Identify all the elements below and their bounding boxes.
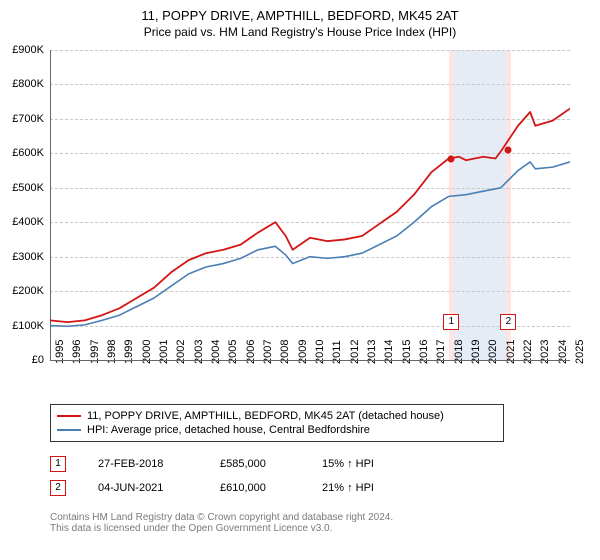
y-tick-label: £500K <box>4 182 44 194</box>
legend: 11, POPPY DRIVE, AMPTHILL, BEDFORD, MK45… <box>50 404 504 442</box>
event-pct: 21% ↑ HPI <box>322 482 402 494</box>
y-tick-label: £700K <box>4 113 44 125</box>
x-tick-label: 2025 <box>574 340 586 364</box>
series-line-0 <box>50 109 570 323</box>
line-chart-svg <box>50 50 570 360</box>
event-row: 2 04-JUN-2021 £610,000 21% ↑ HPI <box>50 476 402 500</box>
y-tick-label: £600K <box>4 147 44 159</box>
event-price: £585,000 <box>220 458 290 470</box>
y-tick-label: £400K <box>4 216 44 228</box>
legend-swatch <box>57 429 81 431</box>
event-date: 27-FEB-2018 <box>98 458 188 470</box>
event-date: 04-JUN-2021 <box>98 482 188 494</box>
x-axis <box>50 360 570 361</box>
footer-line-2: This data is licensed under the Open Gov… <box>50 523 393 534</box>
legend-label: HPI: Average price, detached house, Cent… <box>87 424 370 436</box>
chart-container: 11, POPPY DRIVE, AMPTHILL, BEDFORD, MK45… <box>0 0 600 560</box>
event-row: 1 27-FEB-2018 £585,000 15% ↑ HPI <box>50 452 402 476</box>
series-line-1 <box>50 162 570 326</box>
event-price: £610,000 <box>220 482 290 494</box>
y-tick-label: £900K <box>4 44 44 56</box>
legend-item: HPI: Average price, detached house, Cent… <box>57 423 497 437</box>
event-dot <box>448 155 455 162</box>
legend-item: 11, POPPY DRIVE, AMPTHILL, BEDFORD, MK45… <box>57 409 497 423</box>
y-tick-label: £800K <box>4 78 44 90</box>
y-tick-label: £200K <box>4 285 44 297</box>
legend-swatch <box>57 415 81 417</box>
footer-line-1: Contains HM Land Registry data © Crown c… <box>50 512 393 523</box>
event-marker-box: 2 <box>50 480 66 496</box>
title-block: 11, POPPY DRIVE, AMPTHILL, BEDFORD, MK45… <box>0 0 600 39</box>
event-marker-1: 1 <box>443 314 459 330</box>
legend-label: 11, POPPY DRIVE, AMPTHILL, BEDFORD, MK45… <box>87 410 444 422</box>
y-tick-label: £100K <box>4 320 44 332</box>
footer-attribution: Contains HM Land Registry data © Crown c… <box>50 512 393 534</box>
chart-subtitle: Price paid vs. HM Land Registry's House … <box>0 25 600 39</box>
event-dot <box>504 146 511 153</box>
events-table: 1 27-FEB-2018 £585,000 15% ↑ HPI 2 04-JUN-202… <box>50 452 402 500</box>
y-tick-label: £0 <box>4 354 44 366</box>
chart-plot-area: £0£100K£200K£300K£400K£500K£600K£700K£80… <box>50 50 570 360</box>
y-tick-label: £300K <box>4 251 44 263</box>
event-marker-2: 2 <box>500 314 516 330</box>
event-pct: 15% ↑ HPI <box>322 458 402 470</box>
event-marker-box: 1 <box>50 456 66 472</box>
chart-title: 11, POPPY DRIVE, AMPTHILL, BEDFORD, MK45… <box>0 8 600 23</box>
